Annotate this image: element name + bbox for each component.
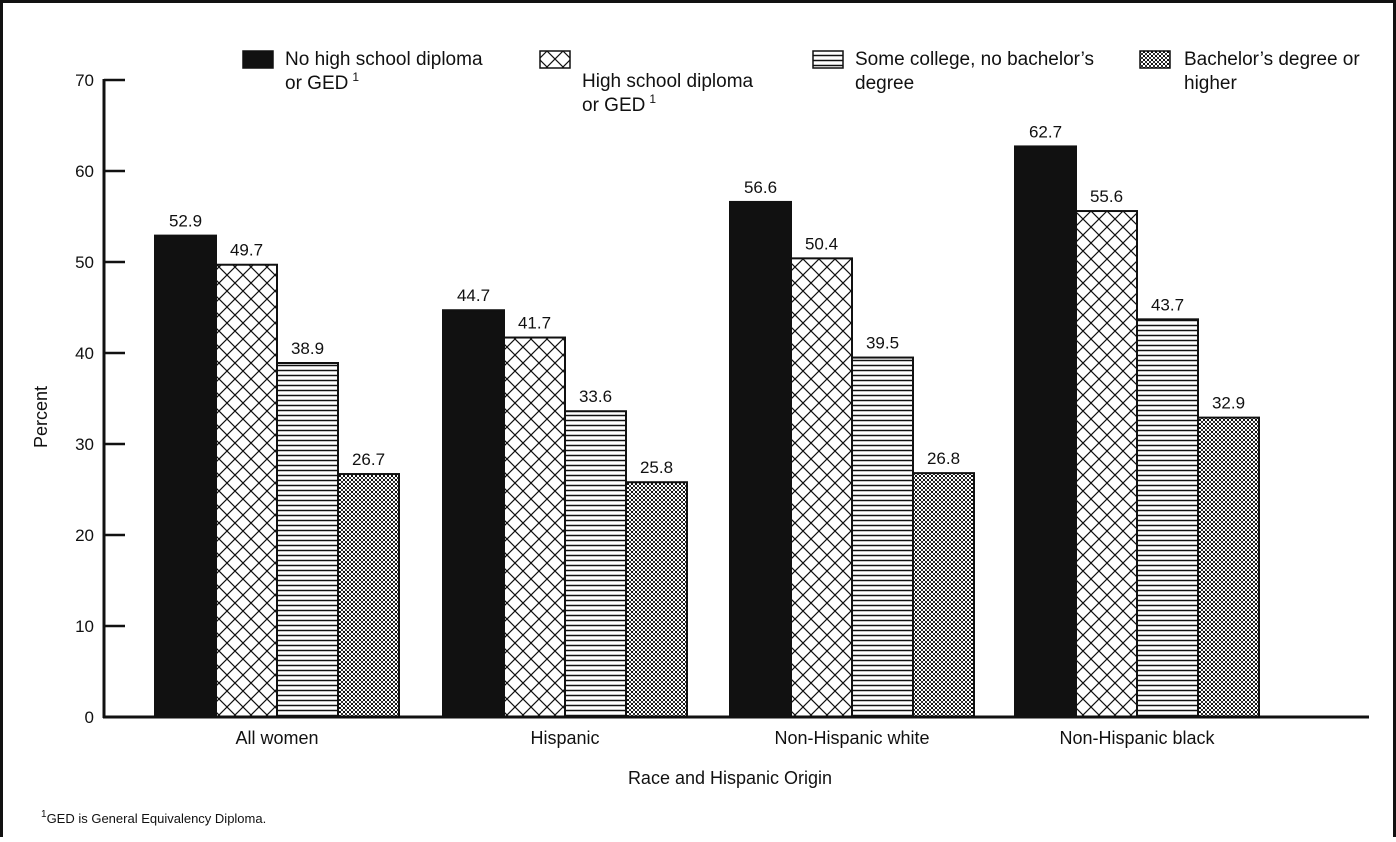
- bar-group-non-hispanic-black: 62.7 55.6 43.7 32.9: [1014, 122, 1260, 718]
- legend-label: degree: [855, 73, 914, 94]
- bar-non-hispanic-black-solid: [1014, 145, 1077, 718]
- data-label: 49.7: [230, 241, 263, 260]
- bars-group: 52.9 49.7 38.9 26.7 44.7 41.7 33.6 25.8 56.6 50.4…: [154, 122, 1260, 719]
- data-label: 55.6: [1090, 187, 1123, 206]
- bar-hispanic-dotted: [625, 481, 688, 718]
- data-label: 41.7: [518, 314, 551, 333]
- bar-all-women-dotted: [337, 473, 400, 718]
- data-label: 44.7: [457, 286, 490, 305]
- x-category-label: All women: [235, 728, 318, 748]
- x-axis-title: Race and Hispanic Origin: [628, 768, 832, 788]
- bar-non-hispanic-white-horizontal: [851, 356, 914, 718]
- legend-label: High school diploma: [582, 71, 754, 92]
- y-tick-label: 30: [75, 435, 94, 454]
- bar-non-hispanic-black-dotted: [1197, 416, 1260, 718]
- bar-all-women-crosshatch: [215, 263, 278, 718]
- legend-swatch-dotted: [1139, 50, 1171, 69]
- bar-non-hispanic-white-crosshatch: [790, 257, 853, 719]
- data-label: 52.9: [169, 212, 202, 231]
- bar-all-women-solid: [154, 234, 217, 719]
- data-label: 25.8: [640, 458, 673, 477]
- y-axis-title: Percent: [31, 386, 51, 448]
- data-label: 38.9: [291, 339, 324, 358]
- x-category-label: Hispanic: [530, 728, 599, 748]
- data-label: 26.7: [352, 450, 385, 469]
- y-tick-label: 0: [85, 708, 94, 727]
- y-tick-label: 10: [75, 617, 94, 636]
- legend-label: No high school diploma: [285, 49, 483, 70]
- bar-group-hispanic: 44.7 41.7 33.6 25.8: [442, 286, 688, 718]
- legend-label: Bachelor’s degree or: [1184, 49, 1360, 70]
- data-label: 50.4: [805, 234, 838, 253]
- y-axis: 0 10 20 30 40 50 60 70: [75, 71, 125, 727]
- y-tick-label: 50: [75, 253, 94, 272]
- bar-group-non-hispanic-white: 56.6 50.4 39.5 26.8: [729, 178, 975, 719]
- data-label: 33.6: [579, 387, 612, 406]
- data-label: 56.6: [744, 178, 777, 197]
- bar-group-all-women: 52.9 49.7 38.9 26.7: [154, 212, 400, 719]
- legend-item-horizontal: Some college, no bachelor’s degree: [812, 49, 1094, 94]
- legend-label: higher: [1184, 73, 1237, 94]
- legend-label: or GED 1: [582, 92, 656, 116]
- data-label: 62.7: [1029, 122, 1062, 141]
- x-axis: All women Hispanic Non-Hispanic white Non-H…: [103, 715, 1369, 748]
- y-tick-label: 70: [75, 71, 94, 90]
- footnote-mark: 1: [41, 809, 47, 820]
- bar-non-hispanic-white-solid: [729, 200, 792, 718]
- bar-hispanic-crosshatch: [503, 336, 566, 718]
- data-label: 43.7: [1151, 295, 1184, 314]
- data-label: 26.8: [927, 449, 960, 468]
- y-tick-label: 20: [75, 526, 94, 545]
- y-tick-label: 60: [75, 162, 94, 181]
- legend-swatch-horizontal: [812, 50, 844, 69]
- data-label: 32.9: [1212, 394, 1245, 413]
- bar-hispanic-solid: [442, 309, 505, 718]
- y-tick-label: 40: [75, 344, 94, 363]
- legend-swatch-solid: [242, 50, 274, 69]
- legend-swatch-crosshatch: [539, 50, 571, 69]
- bar-non-hispanic-white-dotted: [912, 472, 975, 718]
- bar-non-hispanic-black-crosshatch: [1075, 210, 1138, 718]
- data-label: 39.5: [866, 334, 899, 353]
- bar-non-hispanic-black-horizontal: [1136, 318, 1199, 718]
- x-category-label: Non-Hispanic black: [1059, 728, 1215, 748]
- bar-hispanic-horizontal: [564, 410, 627, 718]
- x-category-label: Non-Hispanic white: [774, 728, 929, 748]
- legend-label: Some college, no bachelor’s: [855, 49, 1094, 70]
- legend-label: or GED 1: [285, 70, 359, 94]
- legend-item-dotted: Bachelor’s degree or higher: [1139, 49, 1360, 94]
- footnote: 1GED is General Equivalency Diploma.: [41, 809, 266, 826]
- bar-all-women-horizontal: [276, 362, 339, 718]
- footnote-text: GED is General Equivalency Diploma.: [47, 811, 267, 826]
